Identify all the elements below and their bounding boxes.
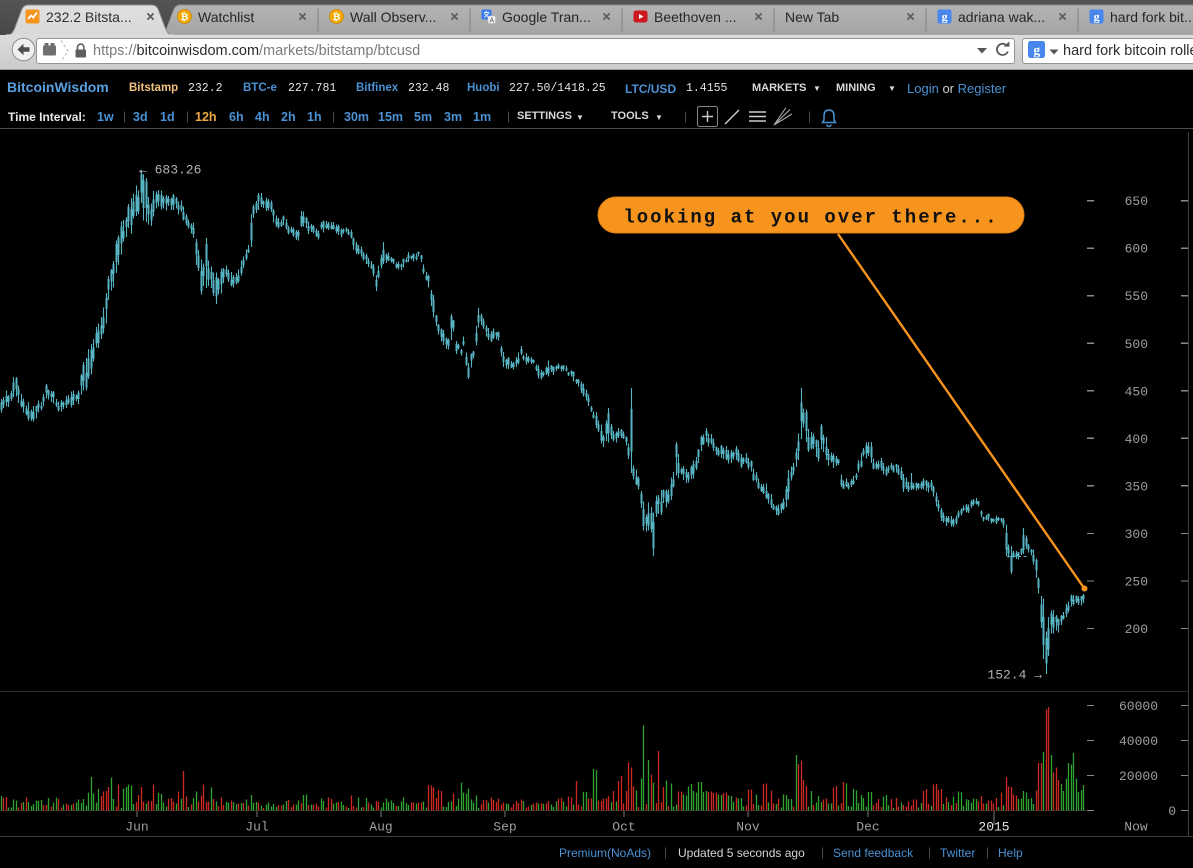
svg-text:350: 350 — [1125, 479, 1148, 494]
svg-text:400: 400 — [1125, 432, 1148, 447]
svg-text:500: 500 — [1125, 337, 1148, 352]
svg-text:Jun: Jun — [125, 820, 148, 835]
svg-text:250: 250 — [1125, 574, 1148, 589]
svg-text:g: g — [1033, 42, 1040, 57]
svg-text:₿: ₿ — [181, 12, 189, 23]
svg-text:152.4 →: 152.4 → — [987, 668, 1042, 683]
svg-text:Nov: Nov — [736, 820, 760, 835]
svg-text:Dec: Dec — [856, 820, 879, 835]
svg-text:650: 650 — [1125, 194, 1148, 209]
svg-text:₿: ₿ — [333, 12, 341, 23]
svg-text:g: g — [1094, 10, 1100, 24]
svg-text:20000: 20000 — [1119, 769, 1158, 784]
svg-text:A: A — [489, 17, 494, 24]
svg-text:60000: 60000 — [1119, 699, 1158, 714]
svg-text:Now: Now — [1124, 820, 1148, 835]
svg-text:300: 300 — [1125, 527, 1148, 542]
svg-text:g: g — [942, 10, 948, 24]
svg-text:looking at you over there...: looking at you over there... — [623, 207, 998, 229]
svg-text:Jul: Jul — [245, 820, 269, 835]
svg-text:0: 0 — [1168, 804, 1176, 819]
svg-text:← 683.26: ← 683.26 — [139, 163, 201, 178]
svg-text:550: 550 — [1125, 289, 1148, 304]
svg-text:450: 450 — [1125, 384, 1148, 399]
svg-text:600: 600 — [1125, 242, 1148, 257]
svg-text:40000: 40000 — [1119, 734, 1158, 749]
svg-text:Oct: Oct — [612, 820, 635, 835]
svg-text:2015: 2015 — [978, 820, 1009, 835]
svg-text:200: 200 — [1125, 622, 1148, 637]
svg-text:Sep: Sep — [493, 820, 516, 835]
svg-text:Aug: Aug — [369, 820, 392, 835]
